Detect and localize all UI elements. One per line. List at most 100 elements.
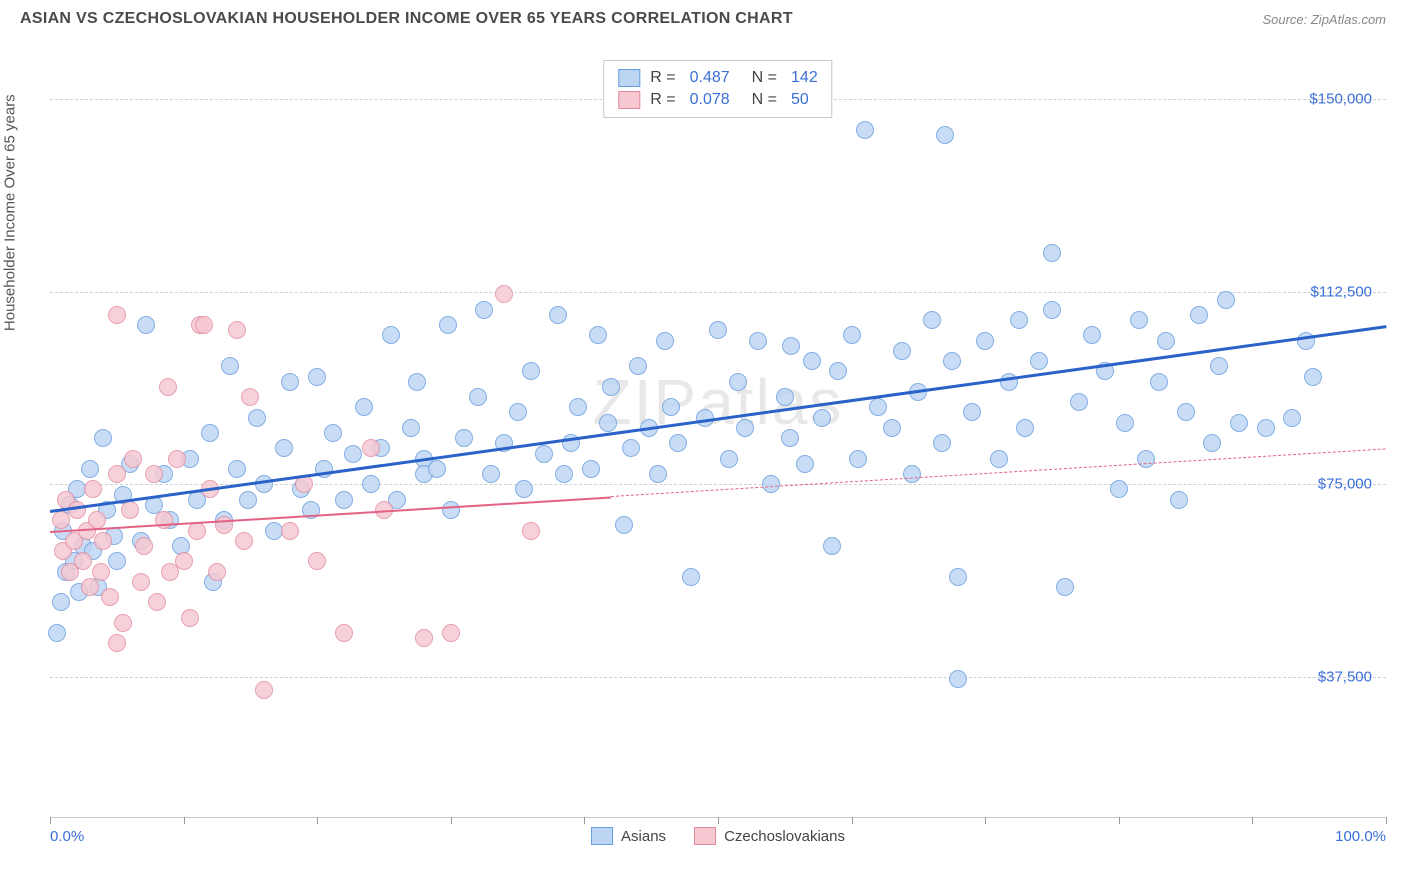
x-tick — [985, 817, 986, 824]
data-point — [1157, 332, 1175, 350]
data-point — [515, 480, 533, 498]
data-point — [239, 491, 257, 509]
data-point — [1190, 306, 1208, 324]
data-point — [137, 316, 155, 334]
data-point — [1043, 301, 1061, 319]
data-point — [415, 629, 433, 647]
data-point — [1083, 326, 1101, 344]
data-point — [281, 373, 299, 391]
gridline — [50, 677, 1386, 678]
data-point — [949, 568, 967, 586]
data-point — [856, 121, 874, 139]
legend-label: Czechoslovakians — [724, 828, 845, 845]
data-point — [221, 357, 239, 375]
data-point — [114, 614, 132, 632]
data-point — [535, 445, 553, 463]
data-point — [949, 670, 967, 688]
data-point — [522, 362, 540, 380]
data-point — [275, 439, 293, 457]
data-point — [749, 332, 767, 350]
legend-swatch — [694, 827, 716, 845]
data-point — [108, 306, 126, 324]
data-point — [1230, 414, 1248, 432]
data-point — [1210, 357, 1228, 375]
data-point — [990, 450, 1008, 468]
data-point — [362, 439, 380, 457]
data-point — [943, 352, 961, 370]
data-point — [781, 429, 799, 447]
data-point — [662, 398, 680, 416]
data-point — [475, 301, 493, 319]
data-point — [903, 465, 921, 483]
data-point — [1304, 368, 1322, 386]
data-point — [235, 532, 253, 550]
data-point — [656, 332, 674, 350]
x-tick — [718, 817, 719, 824]
data-point — [168, 450, 186, 468]
data-point — [963, 403, 981, 421]
data-point — [469, 388, 487, 406]
legend-n-value: 142 — [791, 69, 818, 87]
data-point — [52, 593, 70, 611]
legend-r-value: 0.487 — [690, 69, 730, 87]
data-point — [108, 552, 126, 570]
data-point — [228, 460, 246, 478]
chart-container: Householder Income Over 65 years ZIPatla… — [20, 36, 1386, 846]
legend-row: R =0.078N =50 — [618, 89, 817, 111]
data-point — [1150, 373, 1168, 391]
data-point — [649, 465, 667, 483]
data-point — [682, 568, 700, 586]
data-point — [1203, 434, 1221, 452]
data-point — [883, 419, 901, 437]
watermark: ZIPatlas — [593, 365, 844, 439]
data-point — [509, 403, 527, 421]
data-point — [81, 578, 99, 596]
data-point — [148, 593, 166, 611]
data-point — [145, 465, 163, 483]
legend-series: Asians Czechoslovakians — [591, 827, 845, 845]
data-point — [101, 588, 119, 606]
data-point — [255, 681, 273, 699]
legend-n-label: N = — [752, 91, 777, 109]
data-point — [1217, 291, 1235, 309]
data-point — [248, 409, 266, 427]
x-tick — [1386, 817, 1387, 824]
data-point — [92, 563, 110, 581]
x-tick — [184, 817, 185, 824]
data-point — [195, 316, 213, 334]
data-point — [1257, 419, 1275, 437]
chart-title: ASIAN VS CZECHOSLOVAKIAN HOUSEHOLDER INC… — [20, 10, 793, 28]
data-point — [796, 455, 814, 473]
data-point — [428, 460, 446, 478]
data-point — [736, 419, 754, 437]
legend-r-value: 0.078 — [690, 91, 730, 109]
legend-r-label: R = — [650, 69, 675, 87]
data-point — [159, 378, 177, 396]
x-tick-label: 0.0% — [50, 828, 84, 845]
data-point — [709, 321, 727, 339]
data-point — [813, 409, 831, 427]
data-point — [869, 398, 887, 416]
data-point — [255, 475, 273, 493]
x-tick — [852, 817, 853, 824]
data-point — [84, 480, 102, 498]
data-point — [669, 434, 687, 452]
data-point — [442, 624, 460, 642]
data-point — [1010, 311, 1028, 329]
data-point — [362, 475, 380, 493]
data-point — [175, 552, 193, 570]
data-point — [629, 357, 647, 375]
x-tick — [1252, 817, 1253, 824]
legend-label: Asians — [621, 828, 666, 845]
data-point — [121, 501, 139, 519]
plot-area: ZIPatlas R =0.487N =142R =0.078N =50 Asi… — [50, 48, 1386, 818]
data-point — [208, 563, 226, 581]
legend-n-label: N = — [752, 69, 777, 87]
legend-r-label: R = — [650, 91, 675, 109]
x-tick-label: 100.0% — [1335, 828, 1386, 845]
data-point — [849, 450, 867, 468]
data-point — [599, 414, 617, 432]
data-point — [455, 429, 473, 447]
data-point — [382, 326, 400, 344]
data-point — [893, 342, 911, 360]
